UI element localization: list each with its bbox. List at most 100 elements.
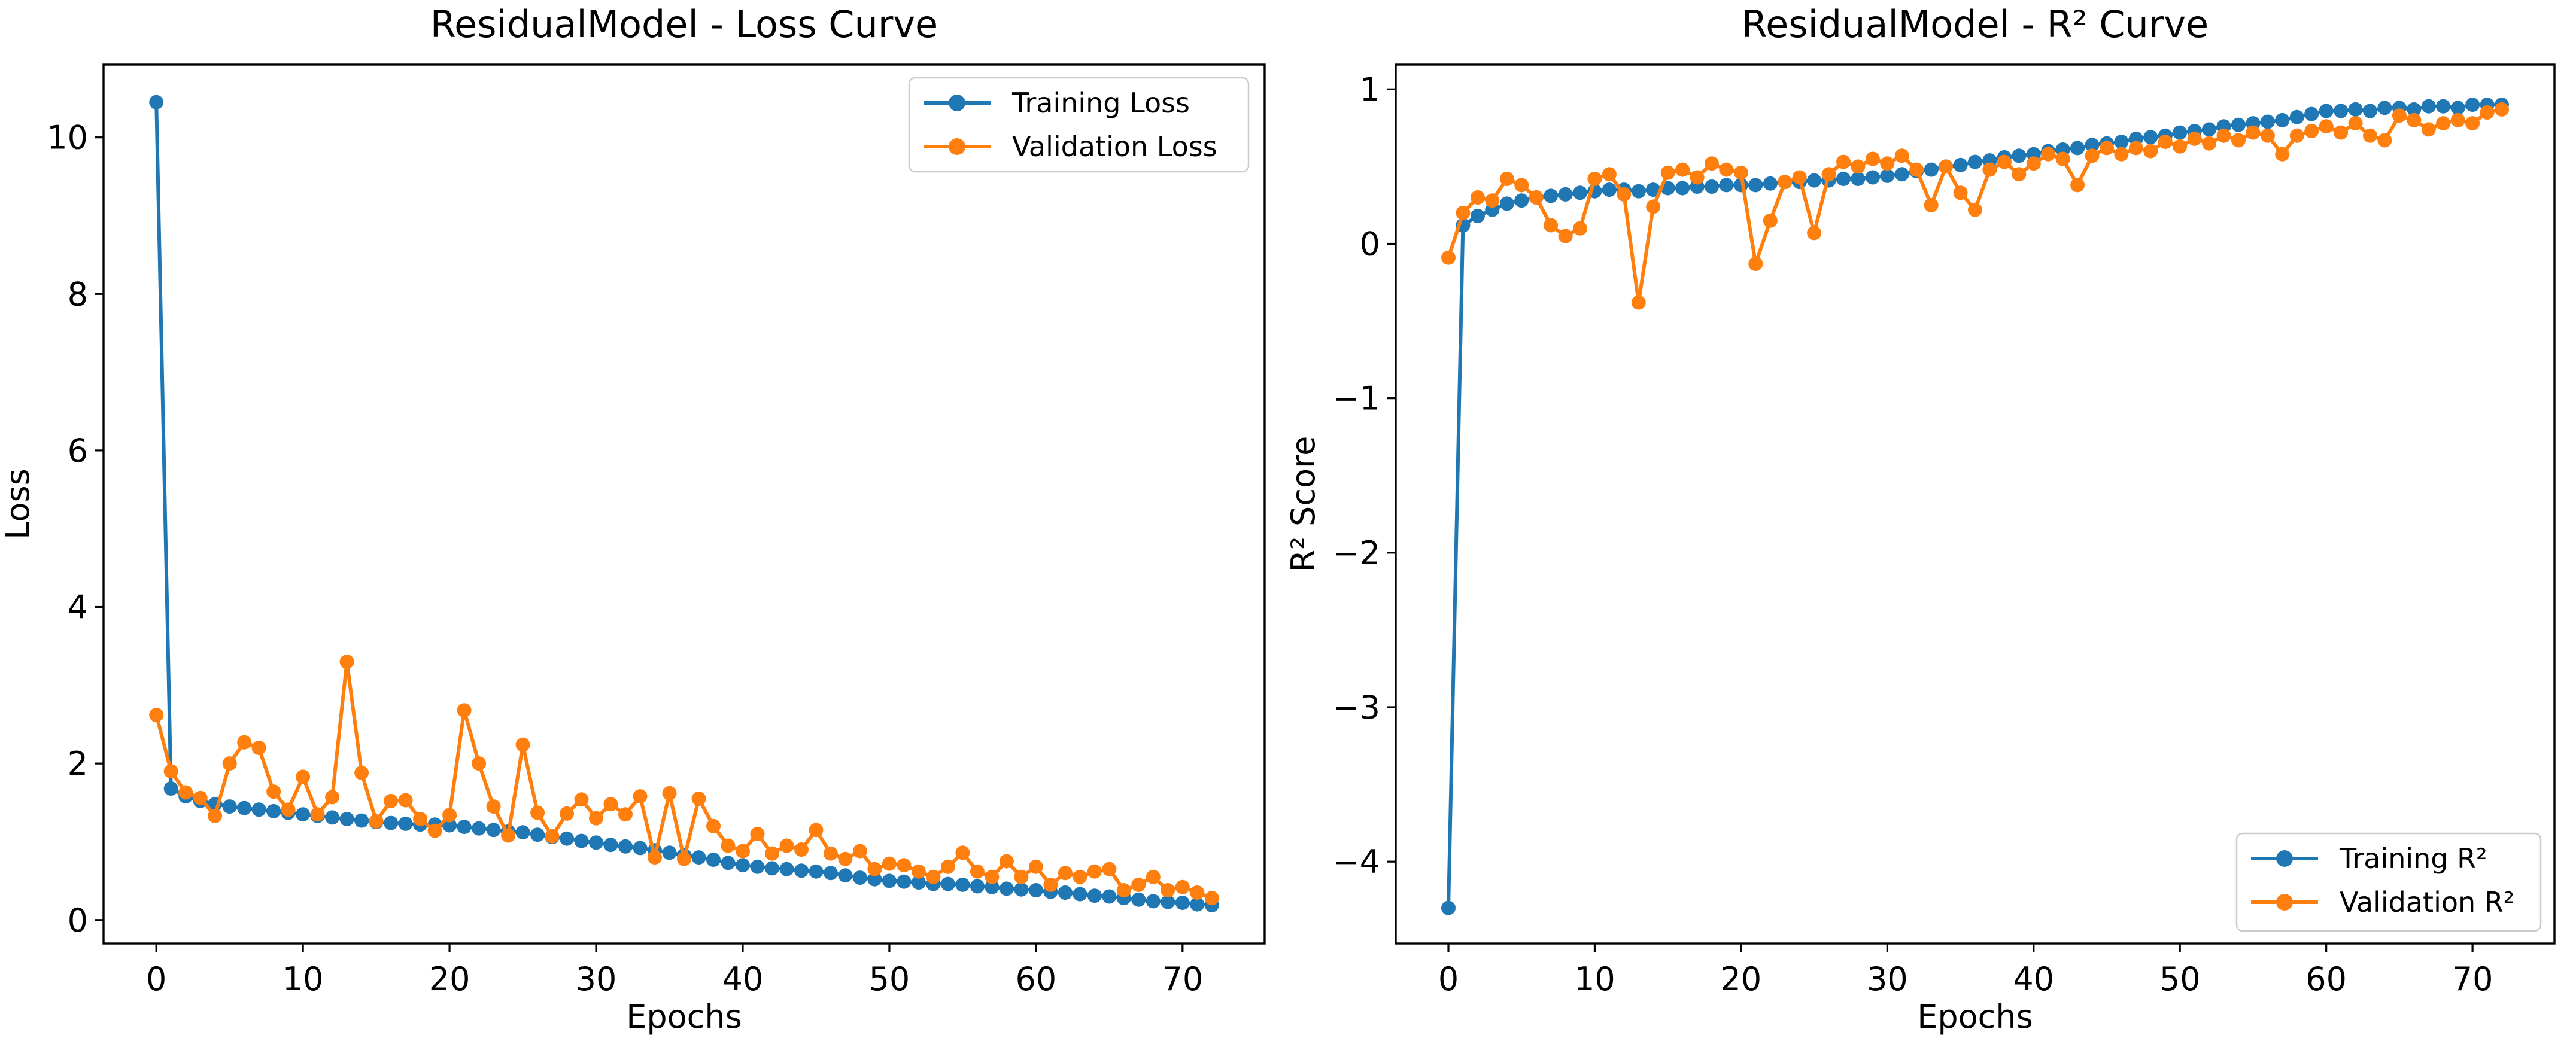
r2-series-validation-marker	[2216, 128, 2231, 143]
loss-series-validation-marker	[706, 818, 721, 833]
loss-series-validation-marker	[560, 806, 574, 821]
loss-series-training-marker	[911, 875, 926, 890]
loss-series-validation-marker	[985, 869, 1000, 884]
r2-series-training-marker	[1836, 172, 1851, 186]
loss-series-validation-marker	[251, 741, 266, 755]
r2-series-validation-marker	[2348, 116, 2363, 131]
loss-series-validation-marker	[149, 708, 164, 722]
r2-series-training-marker	[2114, 135, 2129, 150]
r2-y-tick-label: −1	[1332, 380, 1380, 418]
r2-series-validation-marker	[1733, 165, 1748, 180]
loss-legend-label: Validation Loss	[1012, 130, 1217, 163]
r2-series-training-marker	[1851, 172, 1866, 186]
r2-x-tick-label: 40	[2013, 960, 2054, 998]
loss-chart-title: ResidualModel - Loss Curve	[430, 2, 938, 46]
loss-series-validation-marker	[838, 851, 853, 866]
r2-y-axis: 1 0 −1 −2 −3 −4	[1332, 71, 1396, 881]
r2-series-validation-marker	[2100, 141, 2114, 156]
loss-series-training-marker	[296, 807, 311, 822]
loss-series-validation-marker	[911, 864, 926, 879]
loss-series-validation-marker	[325, 790, 340, 805]
loss-y-tick-label: 4	[68, 589, 88, 626]
loss-series-training-marker	[794, 863, 809, 878]
loss-series-training-marker	[1102, 889, 1117, 904]
r2-y-tick-label: 0	[1360, 225, 1380, 263]
loss-series-training-marker	[765, 861, 779, 876]
loss-series-training-marker	[1058, 885, 1073, 900]
loss-series-validation-marker	[457, 703, 472, 718]
loss-series-validation-marker	[427, 823, 442, 838]
loss-series-training-marker	[398, 816, 413, 831]
loss-x-tick-label: 40	[722, 960, 764, 998]
loss-legend-box	[908, 77, 1250, 173]
r2-series-validation-marker	[1617, 187, 1632, 202]
loss-series-validation-marker	[574, 792, 589, 807]
r2-y-tick-label: −3	[1332, 689, 1380, 726]
loss-series-validation-marker	[163, 764, 178, 779]
r2-series-validation-marker	[2173, 139, 2188, 154]
r2-series-training-marker	[1544, 188, 1559, 203]
r2-x-tick-label: 20	[1721, 960, 1762, 998]
loss-series-validation-marker	[926, 869, 941, 884]
r2-series-training-marker	[2231, 117, 2246, 132]
r2-series-validation-marker	[2377, 133, 2392, 148]
loss-series-validation-marker	[1028, 859, 1043, 874]
loss-series-validation-marker	[1102, 862, 1117, 876]
loss-series-validation-marker	[1131, 877, 1146, 892]
loss-series-training-marker	[163, 781, 178, 796]
r2-series-validation-marker	[2114, 147, 2129, 162]
r2-series-validation-marker	[1470, 190, 1485, 205]
loss-x-tick-label: 20	[429, 960, 470, 998]
loss-series-training-marker	[940, 876, 955, 891]
r2-series-validation-marker	[2085, 148, 2100, 163]
r2-series-training-marker	[1499, 196, 1514, 211]
r2-legend-marker-dot	[2276, 850, 2293, 867]
loss-series-validation-marker	[413, 812, 428, 826]
r2-series-validation-marker	[1441, 250, 1456, 265]
loss-series-validation-marker	[736, 844, 750, 859]
loss-series-validation	[149, 655, 1219, 906]
r2-y-axis-label: R² Score	[1288, 436, 1322, 573]
loss-series-validation-marker	[603, 797, 618, 812]
r2-series-validation-marker	[1690, 170, 1705, 185]
loss-series-training-marker	[691, 850, 706, 865]
loss-y-axis: 0 2 4 6 8 10	[47, 119, 104, 939]
r2-series-training-marker	[1675, 181, 1690, 196]
loss-series-validation-marker	[281, 802, 296, 817]
loss-series-training-marker	[325, 810, 340, 825]
r2-series-validation-marker	[2421, 122, 2436, 137]
r2-chart-title: ResidualModel - R² Curve	[1742, 2, 2209, 46]
r2-series-validation-marker	[1924, 197, 1939, 212]
r2-series-training-marker	[2377, 101, 2392, 115]
loss-y-axis-label: Loss	[0, 468, 37, 539]
r2-legend-label: Validation R²	[2340, 886, 2514, 918]
r2-series-training-marker	[2275, 112, 2290, 127]
loss-legend-marker-dot	[949, 95, 965, 111]
r2-series-validation-marker	[1529, 190, 1544, 205]
r2-series-validation-marker	[1675, 162, 1690, 177]
r2-series-validation-marker	[1880, 156, 1895, 171]
loss-series-validation-marker	[1014, 869, 1029, 884]
loss-series-validation-marker	[779, 838, 794, 853]
loss-series-training-marker	[1087, 888, 1102, 903]
loss-series-training-marker	[706, 853, 721, 867]
r2-series-training-marker	[1646, 182, 1661, 197]
r2-series-training-marker	[1953, 157, 1968, 172]
loss-series-validation-marker	[1175, 879, 1190, 894]
r2-series-training-marker	[2012, 148, 2027, 163]
loss-series-training-marker	[618, 839, 633, 854]
loss-series-training-marker	[970, 879, 985, 894]
loss-series-validation-marker	[310, 807, 325, 822]
loss-series-training-marker	[1161, 894, 1175, 909]
loss-series-validation-marker	[442, 808, 457, 823]
loss-series-training-marker	[662, 845, 677, 860]
r2-series-validation-marker	[1748, 257, 1763, 271]
loss-series-training-marker	[486, 823, 501, 838]
r2-series-training-marker	[1470, 209, 1485, 223]
r2-series-training-marker	[2407, 102, 2422, 117]
loss-series-validation-marker	[1204, 891, 1219, 906]
r2-series-training-marker	[2363, 104, 2377, 118]
r2-series-training-marker	[2289, 109, 2304, 124]
